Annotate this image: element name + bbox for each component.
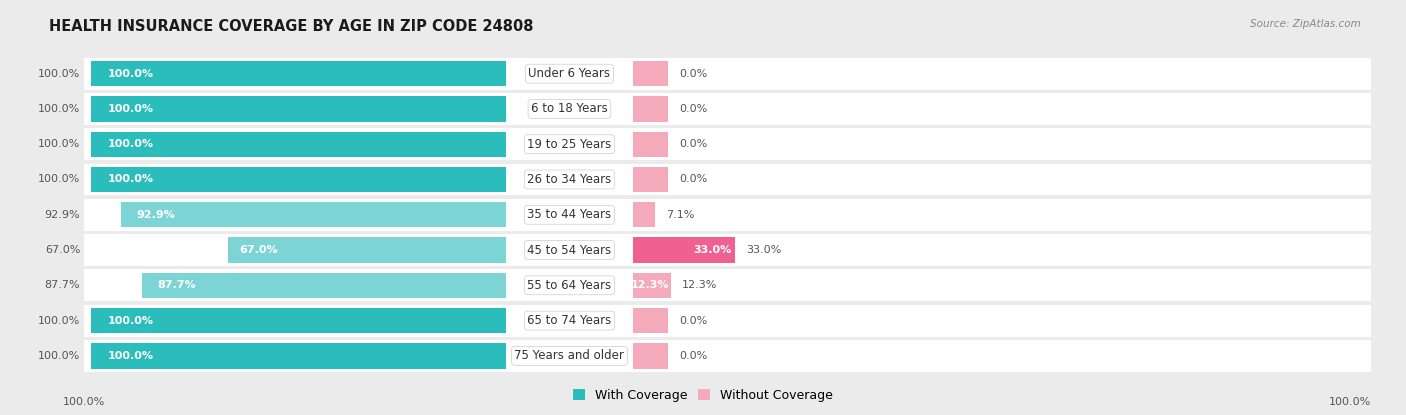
Text: 87.7%: 87.7% (45, 280, 80, 290)
Text: 19 to 25 Years: 19 to 25 Years (527, 138, 612, 151)
Text: 26 to 34 Years: 26 to 34 Years (527, 173, 612, 186)
Text: 100.0%: 100.0% (63, 397, 105, 407)
Text: 87.7%: 87.7% (157, 280, 195, 290)
Text: 100.0%: 100.0% (38, 104, 80, 114)
Text: 33.0%: 33.0% (747, 245, 782, 255)
Text: 0.0%: 0.0% (679, 68, 707, 79)
Text: 100.0%: 100.0% (38, 139, 80, 149)
Text: 67.0%: 67.0% (239, 245, 278, 255)
Text: Source: ZipAtlas.com: Source: ZipAtlas.com (1250, 19, 1361, 29)
Text: 35 to 44 Years: 35 to 44 Years (527, 208, 612, 221)
Text: 33.0%: 33.0% (693, 245, 731, 255)
Text: 75 Years and older: 75 Years and older (515, 349, 624, 362)
Text: 67.0%: 67.0% (45, 245, 80, 255)
Text: 12.3%: 12.3% (631, 280, 669, 290)
Text: 92.9%: 92.9% (136, 210, 176, 220)
Text: 0.0%: 0.0% (679, 139, 707, 149)
Text: 100.0%: 100.0% (108, 68, 155, 79)
Text: 92.9%: 92.9% (45, 210, 80, 220)
Legend: With Coverage, Without Coverage: With Coverage, Without Coverage (568, 384, 838, 407)
Text: 100.0%: 100.0% (108, 351, 155, 361)
Text: 100.0%: 100.0% (38, 351, 80, 361)
Text: 7.1%: 7.1% (666, 210, 695, 220)
Text: 100.0%: 100.0% (108, 104, 155, 114)
Text: Under 6 Years: Under 6 Years (529, 67, 610, 80)
Text: 0.0%: 0.0% (679, 104, 707, 114)
Text: 100.0%: 100.0% (38, 68, 80, 79)
Text: 6 to 18 Years: 6 to 18 Years (531, 103, 607, 115)
Text: HEALTH INSURANCE COVERAGE BY AGE IN ZIP CODE 24808: HEALTH INSURANCE COVERAGE BY AGE IN ZIP … (49, 19, 534, 34)
Text: 12.3%: 12.3% (682, 280, 717, 290)
Text: 0.0%: 0.0% (679, 174, 707, 185)
Text: 0.0%: 0.0% (679, 351, 707, 361)
Text: 65 to 74 Years: 65 to 74 Years (527, 314, 612, 327)
Text: 45 to 54 Years: 45 to 54 Years (527, 244, 612, 256)
Text: 0.0%: 0.0% (679, 315, 707, 326)
Text: 55 to 64 Years: 55 to 64 Years (527, 279, 612, 292)
Text: 100.0%: 100.0% (38, 174, 80, 185)
Text: 100.0%: 100.0% (108, 315, 155, 326)
Text: 100.0%: 100.0% (1329, 397, 1371, 407)
Text: 100.0%: 100.0% (108, 139, 155, 149)
Text: 100.0%: 100.0% (108, 174, 155, 185)
Text: 100.0%: 100.0% (38, 315, 80, 326)
